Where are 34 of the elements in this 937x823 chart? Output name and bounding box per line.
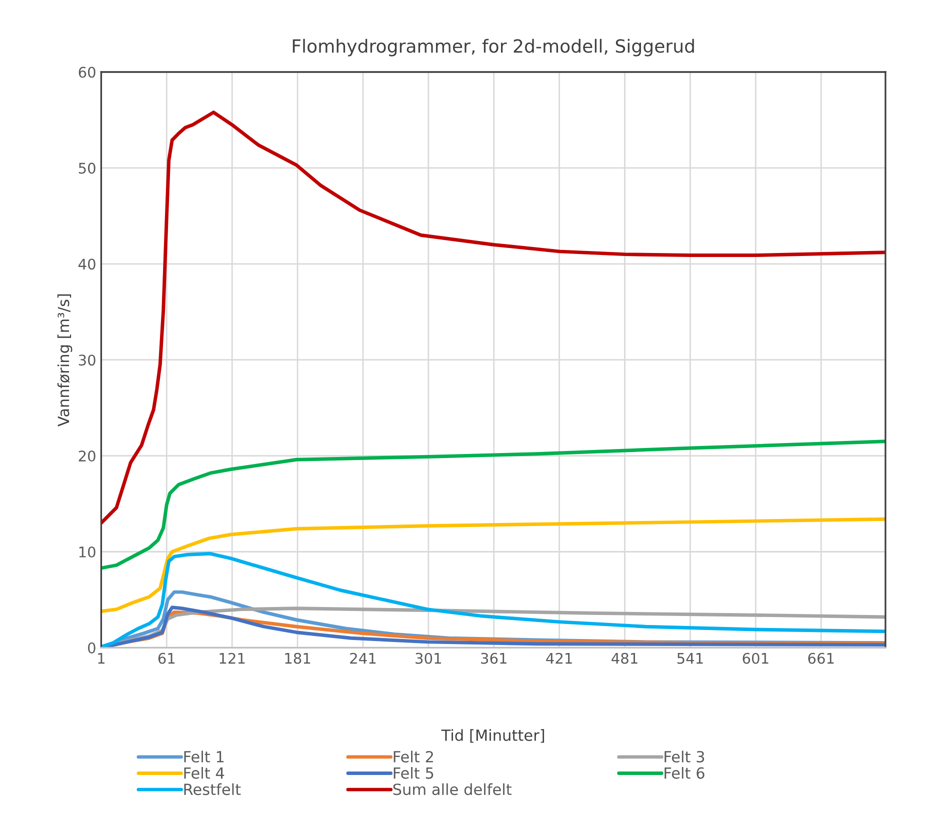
line-series: [101, 517, 886, 613]
y-tick-label: 30: [78, 354, 96, 366]
legend-label: Felt 6: [664, 766, 704, 779]
x-tick-label: 421: [546, 652, 572, 664]
y-tick-label: 0: [88, 642, 96, 654]
legend-label: Restfelt: [184, 783, 241, 796]
x-tick-label: 61: [158, 652, 175, 664]
y-axis-title: Vannføring [m³/s]: [57, 294, 72, 426]
chart-title: Flomhydrogrammer, for 2d-modell, Siggerud: [292, 38, 694, 56]
legend-label: Felt 4: [184, 766, 224, 779]
y-tick-label: 10: [79, 546, 96, 558]
legend-label: Felt 2: [394, 750, 433, 763]
legend-label: Felt 3: [664, 750, 704, 763]
line-series: [101, 110, 886, 525]
x-tick-label: 481: [612, 652, 638, 664]
x-tick-label: 121: [220, 652, 245, 664]
x-tick-label: 181: [285, 652, 310, 664]
y-tick-label: 50: [78, 162, 96, 174]
x-tick-label: 301: [416, 652, 441, 664]
x-tick-label: 601: [742, 652, 768, 664]
legend-label: Felt 5: [394, 766, 434, 779]
line-series: [101, 440, 886, 570]
x-tick-label: 661: [808, 652, 834, 664]
x-tick-label: 361: [481, 652, 506, 664]
x-tick-label: 1: [98, 653, 104, 664]
legend-label: Sum alle delfelt: [393, 783, 512, 796]
line-series: [101, 552, 886, 648]
x-tick-label: 541: [677, 653, 703, 664]
x-axis-title: Tid [Minutter]: [441, 729, 544, 743]
y-tick-label: 60: [78, 66, 96, 78]
y-tick-label: 40: [78, 258, 96, 270]
y-tick-label: 20: [78, 450, 96, 462]
legend-label: Felt 1: [184, 750, 224, 763]
x-tick-label: 241: [350, 652, 376, 664]
